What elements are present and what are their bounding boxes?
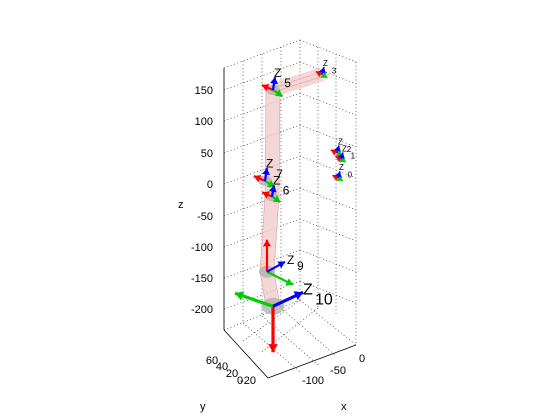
frame-z-label: Z [266,157,273,171]
link-segment [265,89,280,197]
x-axis-arrow [268,306,278,353]
frame-number-label: 3 [332,67,337,76]
z-axis-arrow [272,290,304,308]
y-tick-label: -20 [240,375,256,387]
y-axis-arrow [234,291,274,308]
y-tick-label: 20 [226,368,238,380]
y-tick-label: 0 [237,375,243,387]
link-edge [278,89,281,197]
z-tick-label: 50 [201,148,213,160]
z-tick-label: 100 [195,116,213,128]
x-axis-arrow [330,148,338,156]
frame-number-label: 10 [315,291,333,308]
y-tick-label: 60 [206,355,218,367]
frame-z-label: Z [339,163,344,172]
frame-number-label: 6 [283,183,290,197]
frame-number-label: 1 [351,152,356,161]
y-axis-arrow [272,89,284,98]
x-axis-label: x [341,401,347,413]
frame-z-label: Z [338,137,343,146]
frame-z-label: Z [323,59,328,68]
z-axis-label: z [178,199,184,211]
y-tick-label: 40 [216,361,228,373]
x-axis-arrow [261,191,273,199]
frame-number-label: 2 [347,145,352,154]
x-tick-label: -50 [330,365,346,377]
z-axis-arrow [268,185,277,197]
frame-z-label: Z [287,253,294,267]
frame-number-label: 0 [348,170,353,179]
z-axis-arrow [335,171,342,178]
link-segment [270,67,325,97]
frame-number-label: 9 [297,259,304,273]
z-axis-arrow [338,152,345,160]
y-axis-arrow [271,195,282,204]
link-edge [259,196,266,272]
frame-z-label: Z [273,174,280,188]
z-tick-label: -150 [191,273,213,285]
x-axis-arrow [315,70,323,77]
z-tick-label: -50 [197,211,213,223]
z-axis-arrow [266,260,286,273]
link-edge [273,196,280,272]
x-tick-label: -100 [302,375,324,387]
x-axis-arrow [253,174,266,183]
x-axis-arrow [263,239,271,272]
frame-z-label: Z [342,144,347,153]
z-axis-arrow [262,167,270,182]
x-tick-label: 0 [359,353,365,365]
x-axis-arrow [261,84,274,92]
y-axis-arrow [266,270,294,286]
z-tick-label: 0 [207,179,213,191]
frame-z-label: Z [274,66,281,80]
y-axis-arrow [336,174,344,182]
y-axis-label: y [200,401,206,413]
z-axis-arrow [334,145,341,153]
z-tick-label: -200 [191,304,213,316]
z-tick-label: 150 [195,85,213,97]
z-axis-arrow [319,66,326,75]
frame-number-label: 5 [284,76,291,90]
z-axis-arrow [270,76,278,91]
axes-box [223,68,357,379]
z-tick-label: -100 [191,242,213,254]
frame-z-label: Z [303,281,313,298]
y-axis-arrow [320,71,328,79]
frame-number-label: 7 [276,167,283,181]
y-axis-arrow [339,156,347,163]
tick-labels: 150100500-50-100-150-2000-50-1006040200-… [191,85,365,387]
